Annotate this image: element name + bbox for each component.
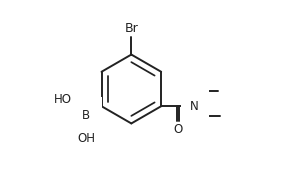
Text: B: B bbox=[82, 109, 90, 122]
Text: O: O bbox=[173, 123, 183, 136]
Text: OH: OH bbox=[77, 132, 95, 145]
Text: HO: HO bbox=[54, 93, 72, 106]
Text: N: N bbox=[190, 100, 199, 113]
Text: Br: Br bbox=[125, 22, 138, 35]
